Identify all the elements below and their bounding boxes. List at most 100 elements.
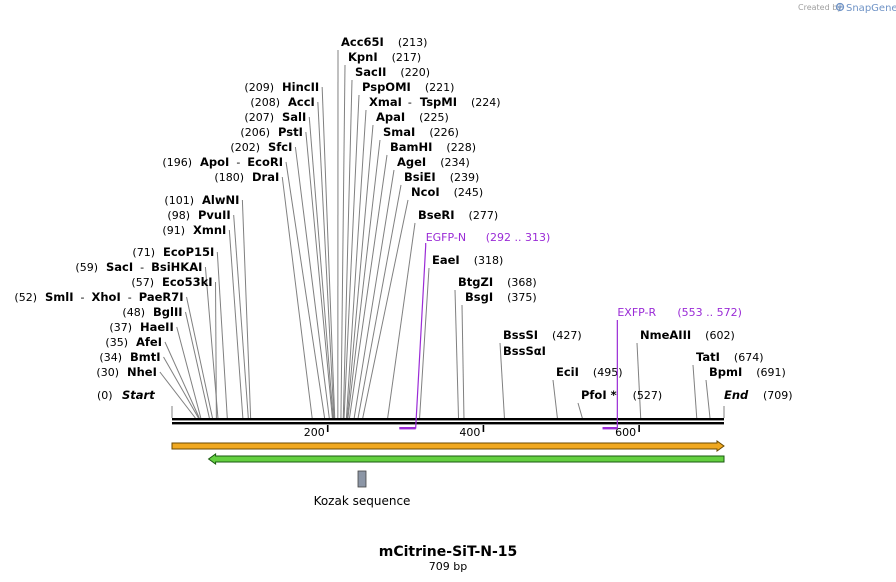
site-leader (164, 341, 200, 419)
site-name: AfeI (136, 335, 162, 349)
snapgene-logo-icon (835, 2, 845, 12)
tick-mark (326, 425, 329, 432)
site-label: BamHI (228) (390, 140, 476, 154)
site-position: (226) (429, 126, 459, 139)
site-position: (220) (400, 66, 430, 79)
site-name: SmaI (383, 125, 415, 139)
site-position: (208) (250, 96, 280, 109)
site-position: (213) (398, 36, 428, 49)
site-position: (234) (440, 156, 470, 169)
site-name: AgeI (397, 155, 426, 169)
site-name: DraI (252, 170, 279, 184)
site-name-2: EcoRI (247, 155, 283, 169)
site-label: NmeAIII (602) (640, 328, 735, 342)
site-name: BamHI (390, 140, 432, 154)
site-leader (387, 222, 416, 419)
site-label: AfeI (35) (105, 335, 162, 349)
site-name: PspOMI (362, 80, 411, 94)
scale-ticks: 200 400 600 (304, 425, 640, 439)
site-position: (98) (167, 209, 190, 222)
site-leader (241, 199, 252, 419)
site-label: HincII (209) (244, 80, 319, 94)
site-leader (228, 229, 244, 419)
site-position: (37) (109, 321, 132, 334)
site-name: AlwNI (202, 193, 239, 207)
site-separator: - (140, 261, 144, 274)
site-position: (602) (705, 329, 735, 342)
site-leader (285, 161, 326, 419)
site-separator: - (236, 156, 240, 169)
start-label: Start (122, 388, 155, 402)
primer-leader (399, 243, 427, 429)
site-label: Acc65I (213) (341, 35, 427, 49)
site-label: SacI - BsiHKAI (59) (75, 260, 202, 274)
site-leader (636, 342, 642, 419)
site-leader (461, 304, 465, 419)
site-marker: * (611, 388, 617, 402)
site-label: BpmI (691) (709, 365, 786, 379)
site-position: (318) (474, 254, 504, 267)
site-name: PfoI (581, 388, 607, 402)
enzyme-labels: NheI (30) BmtI (34) AfeI (35) HaeII (37) BglII (4… (14, 35, 785, 402)
site-position: (202) (230, 141, 260, 154)
site-label: SmlI - XhoI - PaeR7I(52) (14, 290, 183, 304)
site-position: (527) (633, 389, 663, 402)
site-position: (217) (392, 51, 422, 64)
site-name: SfcI (268, 140, 292, 154)
site-leader (552, 379, 558, 419)
site-position: (225) (419, 111, 449, 124)
site-name: BmtI (130, 350, 161, 364)
site-name: SalI (282, 110, 306, 124)
site-leader (345, 109, 367, 419)
site-label: KpnI (217) (348, 50, 421, 64)
primer-range: (292 .. 313) (486, 231, 551, 244)
site-name: BpmI (709, 365, 742, 379)
site-leader (308, 116, 334, 419)
site-position: (180) (214, 171, 244, 184)
site-leader (233, 214, 249, 419)
site-position: (674) (734, 351, 764, 364)
site-name: Eco53kI (162, 275, 213, 289)
site-name: PvuII (198, 208, 231, 222)
site-name: XmaI (369, 95, 402, 109)
site-leader (216, 251, 228, 419)
primer-bar (399, 427, 416, 430)
site-label: NcoI (245) (411, 185, 483, 199)
site-name: PstI (278, 125, 303, 139)
site-name: NmeAIII (640, 328, 691, 342)
site-leader (294, 146, 330, 419)
site-name: TatI (696, 350, 720, 364)
site-name: BseRI (418, 208, 455, 222)
site-label: Eco53kI (57) (131, 275, 212, 289)
site-label: BssSI BssSαI (427) (503, 328, 582, 358)
site-label: AlwNI (101) (164, 193, 239, 207)
primer: EXFP-R (553 .. 572) (602, 306, 742, 430)
site-name-2: BssSαI (503, 344, 546, 358)
site-position: (209) (244, 81, 274, 94)
site-leader (353, 169, 395, 419)
primer-name: EXFP-R (617, 306, 656, 319)
forward-orf-arrow (171, 440, 725, 452)
tick-label: 200 (304, 426, 325, 439)
site-label: AccI (208) (250, 95, 314, 109)
site-label: AgeI (234) (397, 155, 470, 169)
site-label: EciI (495) (556, 365, 623, 379)
site-leader (419, 267, 430, 419)
site-position: (427) (552, 329, 582, 342)
site-position: (245) (454, 186, 484, 199)
site-label: BtgZI (368) (458, 275, 537, 289)
site-position: (52) (14, 291, 37, 304)
site-label: BmtI (34) (99, 350, 160, 364)
site-leader (321, 86, 336, 419)
site-leader (357, 184, 402, 419)
site-name: BsiEI (404, 170, 436, 184)
tick-label: 600 (615, 426, 636, 439)
site-position: (101) (164, 194, 194, 207)
site-leader (346, 124, 374, 419)
site-position: (71) (132, 246, 155, 259)
tick-mark (482, 425, 485, 432)
site-label: TatI (674) (696, 350, 764, 364)
site-name: BsgI (465, 290, 493, 304)
site-leader (349, 154, 388, 419)
